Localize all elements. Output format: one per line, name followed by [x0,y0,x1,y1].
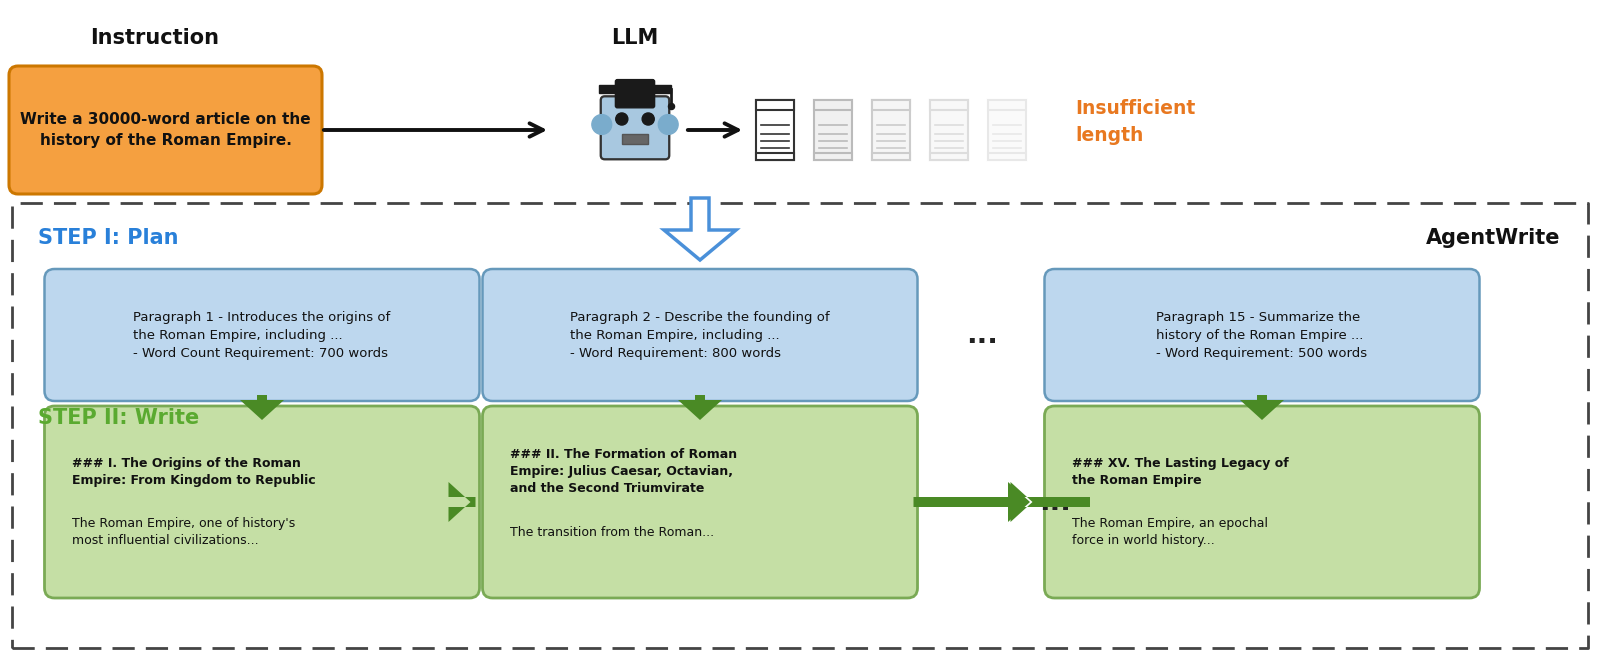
FancyBboxPatch shape [622,135,648,144]
FancyBboxPatch shape [757,100,794,110]
FancyBboxPatch shape [872,100,910,110]
Text: The Roman Empire, an epochal
force in world history...: The Roman Empire, an epochal force in wo… [1072,517,1269,547]
Text: Write a 30000-word article on the
history of the Roman Empire.: Write a 30000-word article on the histor… [21,112,310,148]
FancyBboxPatch shape [483,406,917,598]
FancyBboxPatch shape [757,100,794,160]
FancyBboxPatch shape [989,100,1026,160]
FancyBboxPatch shape [930,100,968,160]
Polygon shape [240,395,285,420]
FancyBboxPatch shape [45,269,480,401]
Text: ...: ... [966,321,998,349]
FancyBboxPatch shape [1045,269,1480,401]
FancyBboxPatch shape [814,100,853,110]
Text: Insufficient
length: Insufficient length [1075,99,1195,145]
FancyBboxPatch shape [872,100,910,160]
Polygon shape [448,482,475,522]
Text: Instruction: Instruction [91,28,219,48]
Text: LLM: LLM [611,28,659,48]
Polygon shape [678,395,722,420]
Circle shape [616,113,627,125]
Polygon shape [1011,482,1090,522]
Text: ### I. The Origins of the Roman
Empire: From Kingdom to Republic: ### I. The Origins of the Roman Empire: … [72,457,317,487]
Text: The transition from the Roman...: The transition from the Roman... [510,525,715,539]
Polygon shape [914,482,1030,522]
FancyBboxPatch shape [930,153,968,160]
Text: AgentWrite: AgentWrite [1426,228,1560,248]
Text: The Roman Empire, one of history's
most influential civilizations...: The Roman Empire, one of history's most … [72,517,296,547]
FancyBboxPatch shape [600,85,670,92]
FancyBboxPatch shape [930,100,968,110]
FancyBboxPatch shape [10,66,322,194]
Polygon shape [1240,395,1283,420]
Circle shape [658,115,678,135]
Text: ### II. The Formation of Roman
Empire: Julius Caesar, Octavian,
and the Second T: ### II. The Formation of Roman Empire: J… [510,449,738,496]
Text: Paragraph 15 - Summarize the
history of the Roman Empire ...
- Word Requirement:: Paragraph 15 - Summarize the history of … [1157,310,1368,360]
Circle shape [592,115,611,135]
FancyBboxPatch shape [483,269,917,401]
Text: Paragraph 1 - Introduces the origins of
the Roman Empire, including ...
- Word C: Paragraph 1 - Introduces the origins of … [133,310,390,360]
FancyBboxPatch shape [45,406,480,598]
FancyBboxPatch shape [757,153,794,160]
Text: STEP II: Write: STEP II: Write [38,408,200,428]
FancyBboxPatch shape [989,153,1026,160]
FancyBboxPatch shape [616,80,654,108]
Circle shape [642,113,654,125]
FancyBboxPatch shape [600,96,669,159]
Text: ...: ... [1038,488,1070,516]
Polygon shape [664,198,736,260]
FancyBboxPatch shape [989,100,1026,110]
Text: ### XV. The Lasting Legacy of
the Roman Empire: ### XV. The Lasting Legacy of the Roman … [1072,457,1290,487]
FancyBboxPatch shape [814,153,853,160]
FancyBboxPatch shape [872,153,910,160]
Text: STEP I: Plan: STEP I: Plan [38,228,179,248]
Text: Paragraph 2 - Describe the founding of
the Roman Empire, including ...
- Word Re: Paragraph 2 - Describe the founding of t… [570,310,830,360]
FancyBboxPatch shape [1045,406,1480,598]
FancyBboxPatch shape [814,100,853,160]
